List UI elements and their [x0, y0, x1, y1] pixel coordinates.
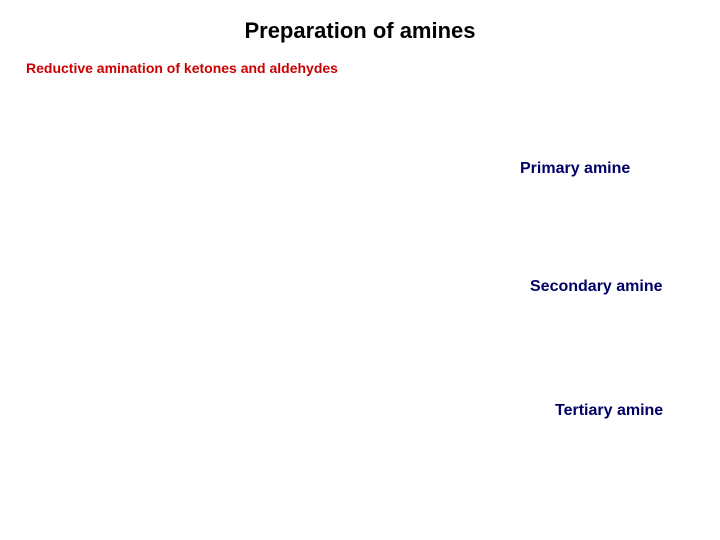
slide-subtitle: Reductive amination of ketones and aldeh…: [26, 60, 338, 76]
label-primary-amine: Primary amine: [520, 160, 630, 178]
label-secondary-amine: Secondary amine: [530, 278, 663, 296]
slide: Preparation of amines Reductive aminatio…: [0, 0, 720, 540]
label-tertiary-amine: Tertiary amine: [555, 402, 663, 420]
slide-title: Preparation of amines: [0, 18, 720, 44]
